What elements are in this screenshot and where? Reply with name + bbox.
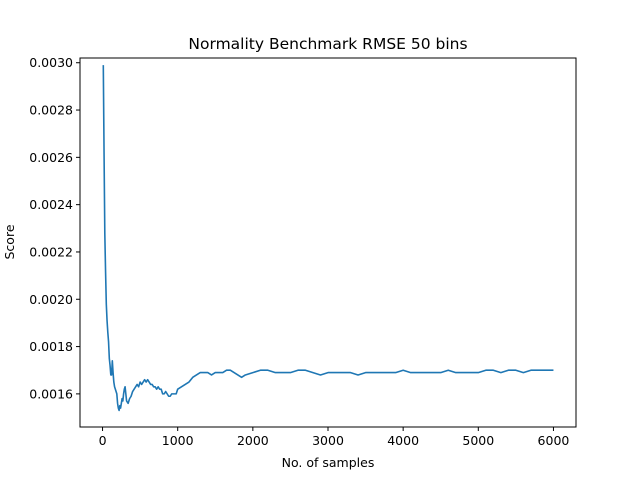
x-tick-label: 3000 xyxy=(312,433,344,448)
y-tick-label: 0.0026 xyxy=(29,150,73,165)
y-tick-label: 0.0028 xyxy=(29,103,73,118)
x-tick-label: 1000 xyxy=(162,433,194,448)
y-tick-label: 0.0022 xyxy=(29,244,73,259)
x-tick-label: 4000 xyxy=(387,433,419,448)
x-axis-label: No. of samples xyxy=(282,455,375,470)
y-tick-label: 0.0016 xyxy=(29,386,73,401)
y-tick-label: 0.0024 xyxy=(29,197,73,212)
y-axis-label: Score xyxy=(2,224,17,259)
chart-title: Normality Benchmark RMSE 50 bins xyxy=(188,35,467,53)
x-tick-label: 6000 xyxy=(538,433,570,448)
x-tick-label: 0 xyxy=(99,433,107,448)
x-tick-label: 2000 xyxy=(237,433,269,448)
y-tick-label: 0.0030 xyxy=(29,55,73,70)
y-tick-label: 0.0018 xyxy=(29,339,73,354)
x-tick-label: 5000 xyxy=(462,433,494,448)
series-line-0 xyxy=(102,65,554,412)
y-tick-label: 0.0020 xyxy=(29,292,73,307)
